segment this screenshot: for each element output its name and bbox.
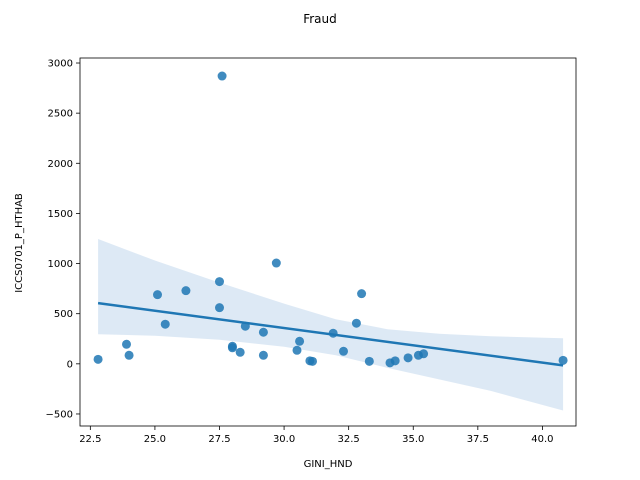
- x-tick-label: 27.5: [208, 434, 230, 445]
- plot-area: [93, 71, 568, 411]
- data-point: [308, 356, 317, 366]
- confidence-band: [98, 238, 564, 411]
- data-point: [403, 353, 413, 363]
- data-point: [93, 354, 103, 364]
- y-tick-label: 500: [54, 309, 73, 320]
- x-tick-label: 40.0: [531, 434, 553, 445]
- data-point: [419, 349, 429, 359]
- x-axis: 22.5 25.0 27.5 30.0 32.5 35.0 37.5 40.0: [79, 426, 554, 445]
- regression-line: [97, 301, 564, 367]
- x-tick-label: 25.0: [144, 434, 166, 445]
- y-tick-label: 1500: [48, 209, 73, 220]
- y-axis-label: ICCS0701_P_HTHAB: [14, 193, 25, 293]
- y-tick-label: −500: [46, 409, 73, 420]
- x-tick-label: 30.0: [273, 434, 295, 445]
- data-point: [215, 303, 224, 313]
- plot-frame: [79, 57, 577, 427]
- data-point: [227, 343, 237, 353]
- y-tick-label: 1000: [48, 259, 73, 270]
- data-point: [339, 346, 348, 356]
- data-point: [357, 289, 367, 299]
- data-point: [124, 350, 134, 360]
- y-tick-label: 2000: [48, 159, 73, 170]
- data-point: [258, 350, 268, 360]
- data-point: [217, 71, 227, 81]
- data-point: [153, 290, 162, 300]
- data-point: [258, 327, 268, 337]
- x-tick-label: 22.5: [79, 434, 101, 445]
- chart-title: Fraud: [303, 12, 337, 26]
- data-point: [364, 356, 374, 366]
- data-point: [390, 356, 400, 366]
- y-tick-label: 3000: [48, 59, 73, 70]
- data-point: [292, 345, 302, 355]
- y-tick-label: 0: [67, 359, 73, 370]
- data-point: [271, 258, 281, 268]
- x-tick-label: 32.5: [338, 434, 360, 445]
- data-point: [558, 355, 568, 365]
- x-axis-label: GINI_HND: [304, 459, 353, 470]
- data-point: [181, 286, 191, 296]
- data-point: [351, 318, 361, 328]
- data-point: [235, 347, 245, 357]
- y-tick-label: 2500: [48, 109, 73, 120]
- x-tick-label: 35.0: [402, 434, 424, 445]
- data-point: [122, 339, 131, 349]
- data-point: [295, 336, 305, 346]
- data-point: [215, 277, 224, 287]
- y-axis: −500 0 500 1000 1500 2000 2500 3000: [46, 59, 80, 420]
- data-point: [160, 319, 170, 329]
- x-tick-label: 37.5: [467, 434, 489, 445]
